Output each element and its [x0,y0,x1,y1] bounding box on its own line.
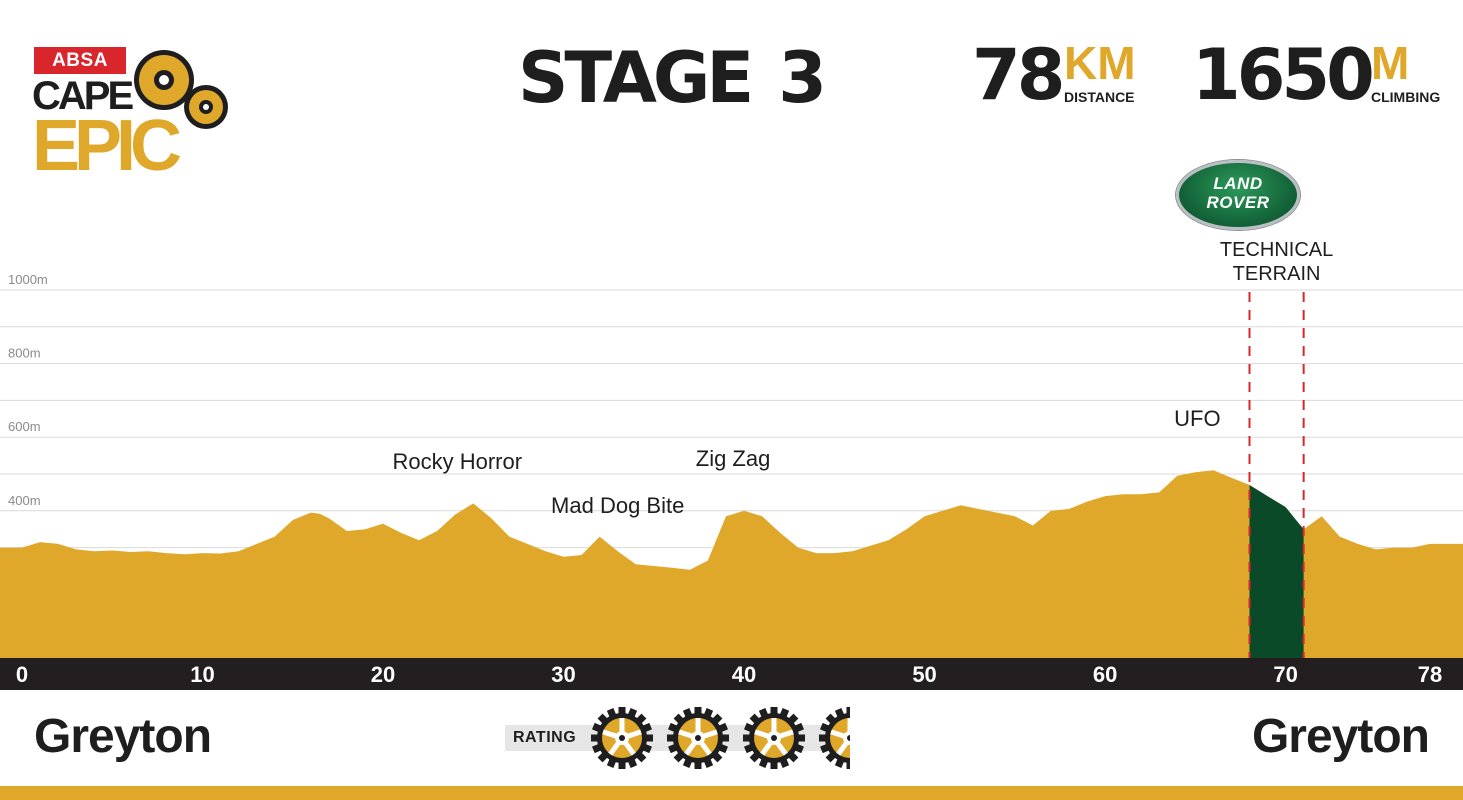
sponsor-line2: ROVER [1206,193,1270,212]
x-tick-label: 60 [1093,662,1117,687]
climbing-unit: M [1371,37,1410,89]
y-tick-label: 800m [8,346,41,361]
climbing-value: 1650 [1192,34,1375,116]
x-tick-label: 20 [371,662,395,687]
y-tick-label: 400m [8,493,41,508]
stage-title: STAGE 3 [518,37,827,119]
logo-sponsor-text: ABSA [34,47,126,74]
distance-stat: 78 KM DISTANCE [972,35,1142,115]
cape-epic-logo: ABSA CAPE EPIC [32,44,237,186]
stage-word: STAGE [518,37,754,119]
technical-section-area [1249,485,1304,658]
land-rover-logo: LAND ROVER [1176,160,1300,230]
logo-epic-text: EPIC [32,106,182,186]
distance-label: DISTANCE [1064,89,1135,105]
rating-gears [591,707,850,769]
sponsor-oval [1176,160,1300,230]
rating-gear-icon [819,707,850,769]
climb-label: Mad Dog Bite [551,493,684,518]
y-tick-label: 600m [8,419,41,434]
sponsor-text: LAND ROVER [1179,174,1297,212]
x-tick-label: 50 [912,662,936,687]
x-tick-label: 10 [190,662,214,687]
technical-terrain-label: TECHNICAL TERRAIN [1220,239,1333,285]
x-tick-label: 78 [1418,662,1442,687]
logo-gears-icon [134,50,228,129]
rating-label: RATING [505,725,595,751]
x-tick-label: 40 [732,662,756,687]
stage-number: 3 [778,37,827,119]
logo-cape-text: CAPE [32,74,134,118]
x-tick-label: 0 [16,662,28,687]
y-tick-label: 1000m [8,272,48,287]
x-tick-label: 70 [1273,662,1297,687]
climb-label: Zig Zag [696,446,771,471]
start-location: Greyton [34,710,212,763]
rating-gear-icon [743,707,805,769]
rating-gear-icon [667,707,729,769]
x-axis-band [0,658,1463,690]
climb-label: UFO [1174,406,1220,431]
climbing-stat: 1650 M CLIMBING [1192,35,1452,115]
rating-gear-icon [591,707,653,769]
sponsor-line1: LAND [1213,174,1263,193]
x-tick-label: 30 [551,662,575,687]
climb-label: Rocky Horror [392,449,522,474]
distance-value: 78 [972,34,1065,116]
elevation-area [0,470,1463,658]
finish-location: Greyton [1251,710,1430,763]
climbing-label: CLIMBING [1371,89,1441,105]
bottom-accent-bar [0,786,1463,800]
distance-unit: KM [1064,37,1136,89]
